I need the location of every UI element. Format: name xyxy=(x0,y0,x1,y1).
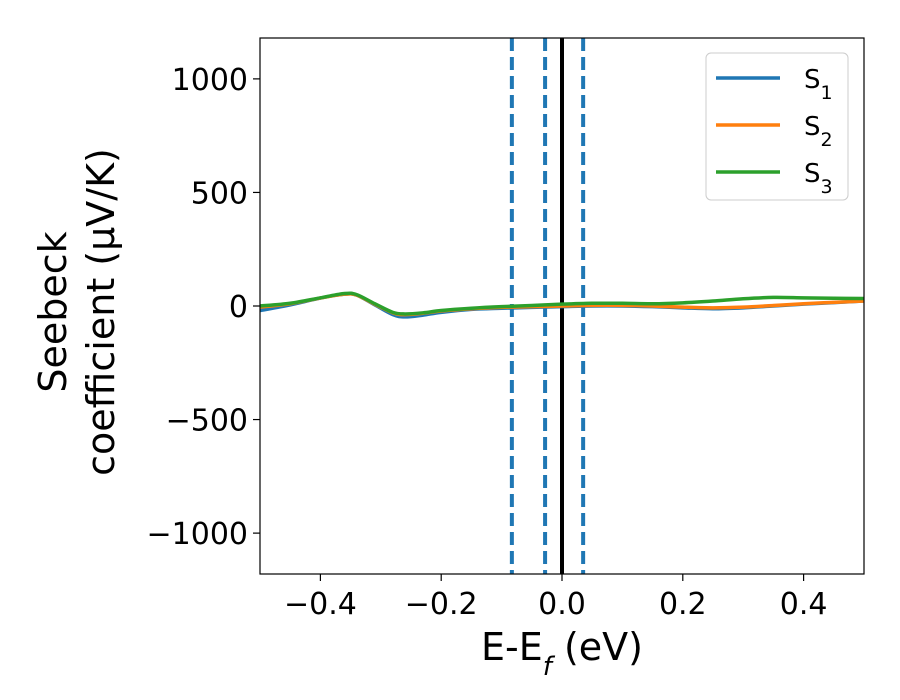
x-tick-label: −0.2 xyxy=(405,587,478,622)
y-tick-label: 0 xyxy=(229,290,248,325)
x-tick-label: −0.4 xyxy=(284,587,357,622)
x-tick-label: 0.4 xyxy=(780,587,828,622)
series-line-s3 xyxy=(259,291,865,316)
x-axis-ticks: −0.4 −0.2 0.0 0.2 0.4 xyxy=(284,574,827,622)
y-tick-label: −1000 xyxy=(147,517,248,552)
y-tick-label: 500 xyxy=(191,176,248,211)
y-axis-ticks: 1000 500 0 −500 −1000 xyxy=(147,63,260,552)
y-tick-label: −500 xyxy=(166,404,248,439)
x-tick-label: 0.0 xyxy=(538,587,586,622)
x-axis-title: E-Ef (eV) xyxy=(481,625,643,682)
x-tick-label: 0.2 xyxy=(659,587,707,622)
y-axis-title-line2: coefficient (μV/K) xyxy=(79,148,123,476)
y-axis-title-line1: Seebeck xyxy=(31,231,75,392)
y-tick-label: 1000 xyxy=(172,63,248,98)
series-lines xyxy=(259,291,865,319)
